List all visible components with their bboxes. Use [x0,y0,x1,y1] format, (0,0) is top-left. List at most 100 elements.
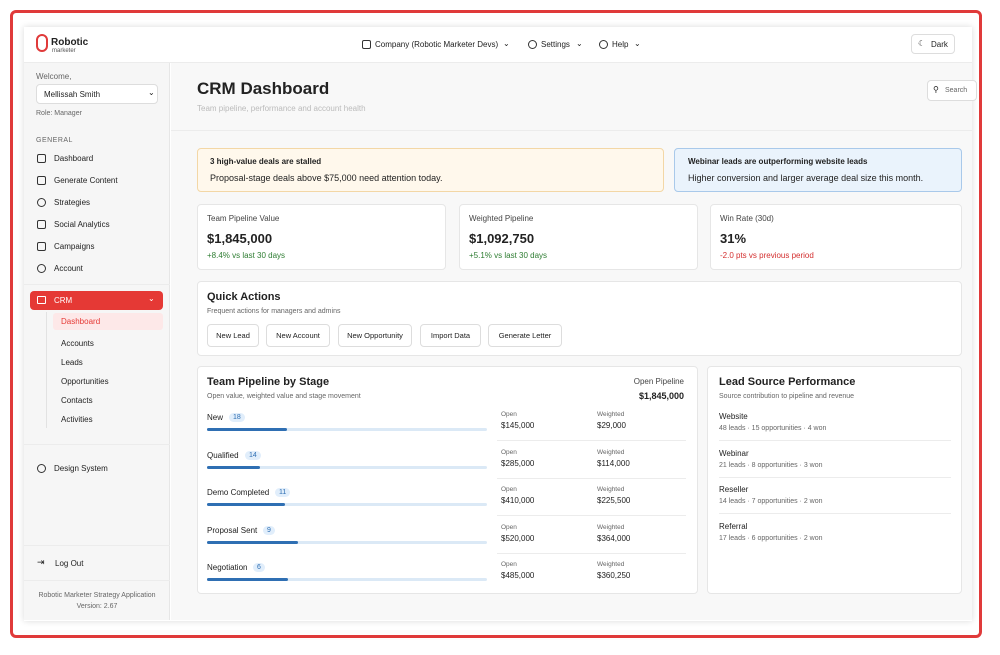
source-detail: 17 leads · 6 opportunities · 2 won [719,534,823,542]
welcome: Welcome, [36,72,72,81]
progress-track [207,428,487,431]
source-detail: 14 leads · 7 opportunities · 2 won [719,498,823,505]
nav-icon [37,464,46,473]
action-button[interactable]: Generate Letter [488,324,562,347]
weighted-label: Weighted [597,486,625,493]
source-name: Reseller [719,485,749,494]
open-label: Open [501,486,517,493]
header-divider [24,62,972,63]
weighted-value: $29,000 [597,421,626,430]
kpi-card [197,204,446,270]
kpi-value: 31% [720,231,747,246]
progress-track [207,503,487,506]
action-button[interactable]: New Account [266,324,330,347]
logo-icon [36,34,48,52]
divider [24,580,170,581]
page-title: CRM Dashboard [197,79,330,98]
stage-name: Negotiation [207,563,248,572]
help-menu[interactable]: Help [612,40,629,49]
settings-icon [528,40,537,49]
nav-item[interactable]: Campaigns [54,242,95,251]
crm-icon [37,296,46,304]
nav-icon [37,176,46,185]
crm-item[interactable]: Activities [61,415,93,424]
logo-sub: marketer [52,48,76,54]
kpi-label: Team Pipeline Value [207,214,280,223]
stage-count: 18 [229,413,245,422]
action-button[interactable]: New Opportunity [338,324,412,347]
alert-text: Higher conversion and larger average dea… [688,173,924,183]
action-button[interactable]: New Lead [207,324,259,347]
kpi-card [459,204,698,270]
kpi-change: +5.1% vs last 30 days [469,251,548,260]
search-box[interactable] [927,80,977,101]
section-title: Lead Source Performance [719,376,856,388]
pipeline-card [197,366,698,594]
chevron: ⌄ [634,39,641,48]
section-label: GENERAL [36,137,73,144]
kpi-change: -2.0 pts vs previous period [720,251,814,260]
progress-fill [207,503,285,506]
open-value: $520,000 [501,533,535,543]
kpi-card [710,204,962,270]
section-subtitle: Open value, weighted value and stage mov… [207,393,361,400]
stage-name: Demo Completed [207,488,270,497]
stage-name: New [207,413,224,422]
theme-label: Dark [931,40,948,49]
crm-item[interactable]: Dashboard [61,317,101,326]
section-title: Team Pipeline by Stage [207,376,330,388]
nav-item[interactable]: Strategies [54,198,91,207]
nav-item[interactable]: Social Analytics [54,220,110,229]
page-subtitle: Team pipeline, performance and account h… [197,104,366,113]
nav-item[interactable]: Account [54,264,83,273]
section-title: Quick Actions [207,291,281,303]
row-divider [719,513,951,514]
logo: Robotic [51,37,89,48]
kpi-value: $1,845,000 [207,231,273,246]
frame [10,10,982,638]
chevron: ⌄ [148,294,155,303]
nav-icon [37,154,46,163]
crm-item[interactable]: Leads [61,358,83,367]
active-item [53,313,163,330]
progress-fill [207,578,288,581]
nav-item[interactable]: Dashboard [54,154,94,163]
nav-icon [37,198,46,207]
crm-item[interactable]: Contacts [61,396,93,405]
lead-source-card [707,366,962,594]
open-label: Open [501,523,517,531]
weighted-value: $360,250 [597,571,631,580]
user-select[interactable] [36,84,158,104]
crm-item[interactable]: Opportunities [61,377,109,386]
progress-fill [207,465,260,469]
alert-info [674,148,962,192]
open-value: $410,000 [501,496,535,505]
kpi-change: +8.4% vs last 30 days [207,251,286,260]
kpi-label: Weighted Pipeline [469,214,534,223]
stage-name: Qualified [207,450,239,460]
row-divider [497,515,686,516]
source-detail: 48 leads · 15 opportunities · 4 won [719,425,827,432]
alert-title: Webinar leads are outperforming website … [688,157,868,166]
source-name: Webinar [719,448,749,458]
logout[interactable]: Log Out [55,559,84,568]
chevron: ⌄ [576,39,583,48]
moon: ☾ [918,39,926,48]
nav-item[interactable]: Generate Content [54,176,118,185]
divider [24,284,170,285]
open-value: $285,000 [501,458,535,468]
open-value: $145,000 [501,421,535,430]
section-subtitle: Source contribution to pipeline and reve… [719,393,855,400]
open-label: Open [501,448,517,456]
crm-menu[interactable] [30,291,163,310]
action-button[interactable]: Import Data [420,324,481,347]
settings-menu[interactable]: Settings [541,40,570,49]
kpi-label: Win Rate (30d) [720,214,774,223]
nav-item[interactable]: Design System [54,464,108,473]
company-menu[interactable]: Company (Robotic Marketer Devs) [375,40,499,49]
row-divider [719,476,951,478]
theme-button[interactable] [911,34,955,54]
weighted-label: Weighted [597,448,625,456]
crm-item[interactable]: Accounts [61,339,94,348]
